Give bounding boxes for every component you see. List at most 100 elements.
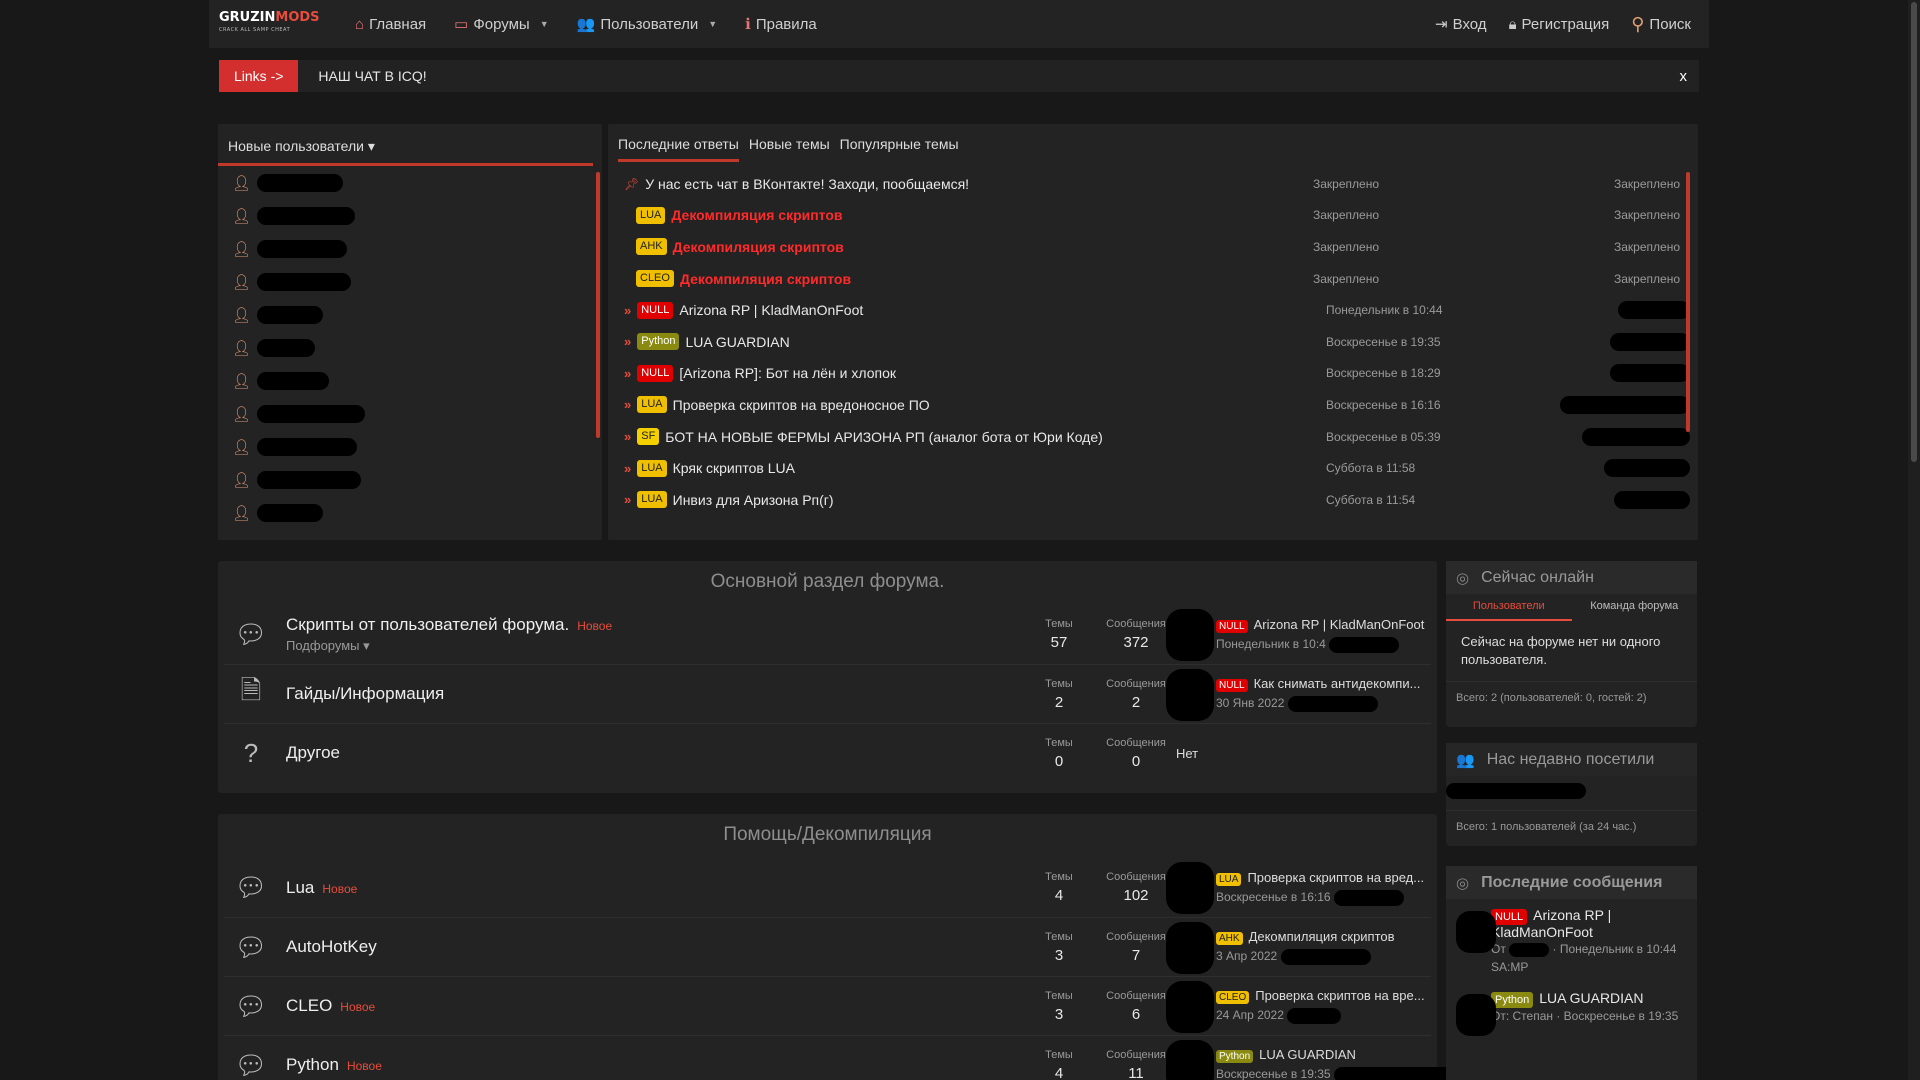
- prefix-badge[interactable]: CLEO: [636, 270, 674, 288]
- forum-row[interactable]: 💬︎ CLEO Новое Темы 3 Сообщения 6 CLEO Проверка с…: [224, 976, 1431, 1035]
- nav-rules[interactable]: ℹ Правила: [737, 0, 825, 48]
- thread-title[interactable]: Инвиз для Аризона Рп(г): [672, 491, 834, 508]
- thread-row[interactable]: » SF БОТ НА НОВЫЕ ФЕРМЫ АРИЗОНА РП (аналог…: [608, 421, 1698, 453]
- avatar[interactable]: [1456, 994, 1496, 1036]
- forum-name[interactable]: Гайды/Информация: [286, 684, 445, 703]
- last-post-title[interactable]: Как снимать антидекомпи...: [1253, 676, 1421, 691]
- forum-name[interactable]: CLEO: [286, 996, 333, 1015]
- prefix-badge[interactable]: AHK: [636, 238, 667, 256]
- user-row[interactable]: 👤︎: [218, 331, 602, 364]
- forum-name[interactable]: Скрипты от пользователей форума.: [286, 615, 570, 634]
- forum-name[interactable]: Python: [286, 1055, 339, 1074]
- prefix-badge[interactable]: LUA: [636, 206, 666, 224]
- widget-title[interactable]: Сейчас онлайн: [1481, 568, 1594, 586]
- thread-row[interactable]: » LUA Инвиз для Аризона Рп(г) Суббота в 11:…: [608, 484, 1698, 516]
- thread-title[interactable]: Проверка скриптов на вредоносное ПО: [672, 396, 930, 413]
- post-author[interactable]: От: Степан: [1491, 1009, 1553, 1023]
- forum-row[interactable]: ? Другое Темы 0 Сообщения 0 Нет: [224, 723, 1431, 782]
- user-row[interactable]: 👤︎: [218, 166, 602, 199]
- user-row[interactable]: 👤︎: [218, 364, 602, 397]
- thread-title[interactable]: БОТ НА НОВЫЕ ФЕРМЫ АРИЗОНА РП (аналог бо…: [665, 428, 1103, 445]
- prefix-badge[interactable]: NULL: [1491, 909, 1528, 925]
- forum-row[interactable]: 💬︎ Скрипты от пользователей форума. Новое П…: [224, 605, 1431, 664]
- forum-row[interactable]: 🗎 Гайды/Информация Темы 2 Сообщения 2 NULL Как …: [224, 664, 1431, 723]
- avatar[interactable]: [1166, 1040, 1214, 1080]
- prefix-badge[interactable]: NULL: [637, 364, 674, 382]
- user-row[interactable]: 👤︎: [218, 232, 602, 265]
- avatar[interactable]: [257, 470, 362, 489]
- avatar[interactable]: [1610, 364, 1690, 383]
- avatar[interactable]: [1618, 301, 1690, 320]
- thread-row[interactable]: » LUA Кряк скриптов LUA Суббота в 11:58: [608, 452, 1698, 484]
- last-post-title[interactable]: LUA GUARDIAN: [1259, 1047, 1356, 1062]
- nav-register[interactable]: 🔒︎ Регистрация: [1501, 0, 1618, 48]
- latest-post[interactable]: NULL Arizona RP | KladManOnFoot От · Понед…: [1446, 907, 1697, 976]
- forum-row[interactable]: 💬︎ AutoHotKey Темы 3 Сообщения 7 AHK Декомпиляц…: [224, 917, 1431, 976]
- new-users-title[interactable]: Новые пользователи ▾: [218, 124, 593, 166]
- avatar[interactable]: [1446, 783, 1586, 799]
- last-post[interactable]: NULL Arizona RP | KladManOnFoot Понедельни…: [1216, 617, 1428, 653]
- user-row[interactable]: 👤︎: [218, 430, 602, 463]
- avatar[interactable]: [1287, 1008, 1342, 1024]
- section-title[interactable]: Основной раздел форума.: [710, 571, 945, 592]
- prefix-badge[interactable]: SF: [637, 428, 660, 446]
- notice-text[interactable]: НАШ ЧАТ В ICQ!: [318, 68, 427, 84]
- nav-home[interactable]: ⌂ Главная: [347, 0, 434, 48]
- links-button[interactable]: Links ->: [219, 60, 299, 92]
- tab-online-staff[interactable]: Команда форума: [1590, 600, 1679, 612]
- forum-name[interactable]: Lua: [286, 877, 315, 897]
- tab-popular[interactable]: Популярные темы: [839, 136, 959, 152]
- prefix-badge[interactable]: NULL: [1216, 679, 1248, 692]
- avatar[interactable]: [1280, 949, 1371, 965]
- prefix-badge[interactable]: NULL: [637, 301, 674, 319]
- avatar[interactable]: [257, 173, 344, 192]
- post-author[interactable]: От: [1491, 942, 1506, 956]
- avatar[interactable]: [1287, 696, 1378, 712]
- avatar[interactable]: [257, 206, 356, 225]
- nav-search[interactable]: ⚲ Поиск: [1623, 0, 1699, 48]
- forum-row[interactable]: 💬︎ Python Новое Темы 4 Сообщения 11 Python LUA G…: [224, 1035, 1454, 1080]
- avatar[interactable]: [1614, 490, 1690, 509]
- thread-row[interactable]: » NULL [Arizona RP]: Бот на лён и хлопок Во…: [608, 358, 1698, 390]
- last-post[interactable]: LUA Проверка скриптов на вред... Воскресен…: [1216, 870, 1428, 906]
- tab-online-users[interactable]: Пользователи: [1446, 594, 1572, 621]
- forum-name[interactable]: AutoHotKey: [286, 937, 377, 956]
- forum-row[interactable]: 💬︎ Lua Новое Темы 4 Сообщения 102 LUA Проверка с…: [224, 858, 1431, 917]
- user-row[interactable]: 👤︎: [218, 199, 602, 232]
- last-post-title[interactable]: Arizona RP | KladManOnFoot: [1253, 616, 1425, 632]
- avatar[interactable]: [257, 305, 324, 324]
- avatar[interactable]: [1604, 459, 1690, 478]
- prefix-badge[interactable]: LUA: [637, 491, 667, 509]
- avatar[interactable]: [257, 437, 358, 456]
- thread-row[interactable]: CLEO Декомпиляция скриптов Закреплено Закре…: [608, 263, 1698, 295]
- thread-title[interactable]: Декомпиляция скриптов: [679, 270, 852, 287]
- prefix-badge[interactable]: Python: [1216, 1050, 1254, 1063]
- prefix-badge[interactable]: LUA: [637, 396, 667, 414]
- thread-title[interactable]: Декомпиляция скриптов: [671, 207, 843, 224]
- avatar[interactable]: [1509, 942, 1550, 957]
- site-logo[interactable]: GRUZINMODS CRACK ALL SAMP CHEAT: [219, 11, 335, 36]
- chevron-down-icon[interactable]: ▼: [539, 19, 549, 29]
- forum-name[interactable]: Другое: [286, 743, 341, 762]
- thread-title[interactable]: Декомпиляция скриптов: [672, 238, 844, 255]
- subforums-toggle[interactable]: Подфорумы ▾: [286, 638, 370, 653]
- avatar[interactable]: [257, 503, 324, 522]
- last-post[interactable]: NULL Как снимать антидекомпи... 30 Янв 202…: [1216, 676, 1428, 712]
- last-post[interactable]: CLEO Проверка скриптов на вре... 24 Апр 20…: [1216, 988, 1428, 1024]
- nav-forums[interactable]: ▭ Форумы ▼: [446, 0, 556, 48]
- thread-row[interactable]: » NULL Arizona RP | KladManOnFoot Понедельн…: [608, 294, 1698, 326]
- avatar[interactable]: [1166, 922, 1214, 974]
- avatar[interactable]: [1333, 889, 1404, 906]
- prefix-badge[interactable]: NULL: [1216, 619, 1248, 633]
- thread-row[interactable]: 📌︎ У нас есть чат в ВКонтакте! Заходи, по…: [608, 168, 1698, 200]
- avatar[interactable]: [1560, 395, 1690, 414]
- thread-row[interactable]: LUA Декомпиляция скриптов Закреплено Закреп…: [608, 200, 1698, 232]
- post-title[interactable]: Arizona RP | KladManOnFoot: [1491, 907, 1612, 940]
- widget-title[interactable]: Нас недавно посетили: [1486, 750, 1655, 768]
- prefix-badge[interactable]: LUA: [1216, 872, 1242, 886]
- scrollbar[interactable]: [1686, 172, 1690, 432]
- prefix-badge[interactable]: CLEO: [1216, 991, 1250, 1004]
- avatar[interactable]: [1166, 609, 1214, 661]
- avatar[interactable]: [1582, 427, 1690, 446]
- avatar[interactable]: [1166, 669, 1214, 721]
